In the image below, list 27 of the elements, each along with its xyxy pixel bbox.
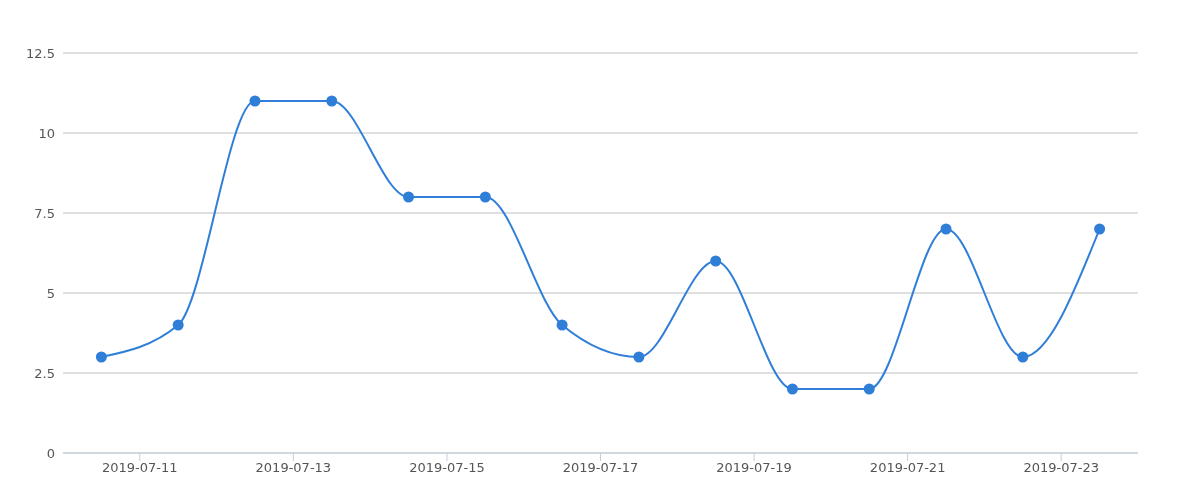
x-tick-label: 2019-07-19 <box>716 460 792 476</box>
point <box>786 383 798 395</box>
y-tick-label: 7.5 <box>34 205 55 221</box>
x-tick-label: 2019-07-11 <box>102 460 178 476</box>
point <box>1017 351 1029 363</box>
point <box>326 95 338 107</box>
point <box>1094 223 1106 235</box>
y-tick-label: 12.5 <box>26 45 55 61</box>
point <box>403 191 415 203</box>
y-tick-label: 5 <box>46 285 55 301</box>
point <box>556 319 568 331</box>
x-tick-label: 2019-07-13 <box>255 460 332 476</box>
y-tick-label: 10 <box>38 125 55 141</box>
point <box>479 191 491 203</box>
x-tick-label: 2019-07-15 <box>409 460 485 476</box>
point <box>249 95 261 107</box>
y-tick-label: 2.5 <box>34 365 55 381</box>
x-tick-label: 2019-07-17 <box>562 460 639 476</box>
x-tick-label: 2019-07-23 <box>1023 460 1099 476</box>
point <box>95 351 107 363</box>
point <box>863 383 875 395</box>
y-tick-label: 0 <box>46 445 55 461</box>
point <box>172 319 184 331</box>
point <box>633 351 645 363</box>
x-tick-label: 2019-07-21 <box>869 460 946 476</box>
point <box>940 223 952 235</box>
point <box>710 255 722 267</box>
